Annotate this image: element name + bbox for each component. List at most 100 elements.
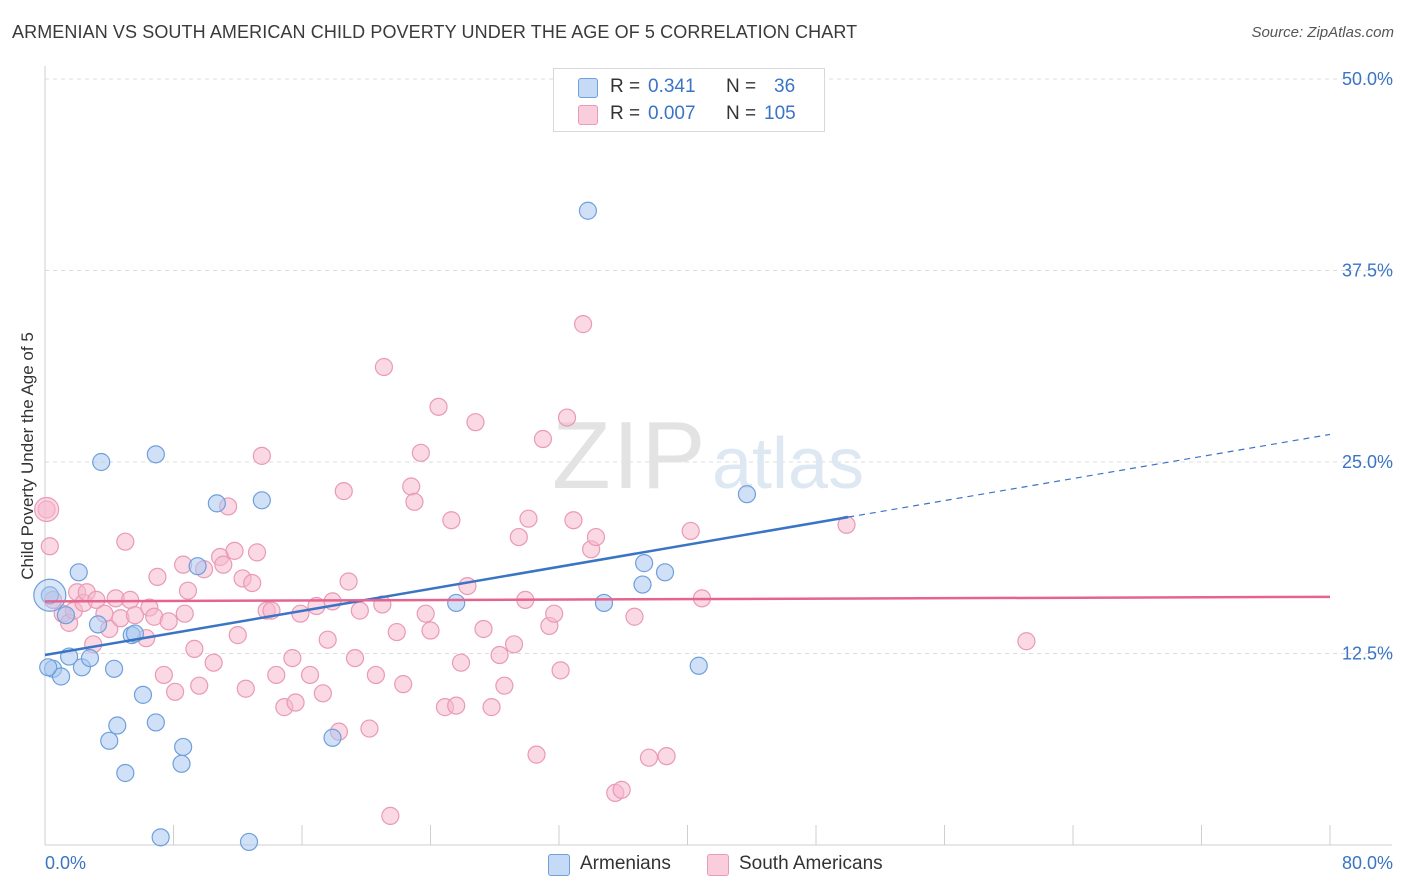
south-american-point: [204, 653, 223, 672]
bottom-legend-label: Armenians: [580, 853, 671, 874]
south-american-point: [190, 676, 209, 695]
south-american-point: [166, 682, 185, 701]
legend-r-label: R =: [610, 76, 641, 97]
grid-lines: [45, 78, 1392, 654]
south-american-point: [283, 648, 302, 668]
legend-n-value: 36: [774, 76, 796, 97]
south-american-point: [291, 604, 310, 623]
south-american-point: [545, 604, 564, 623]
chart-title: ARMENIAN VS SOUTH AMERICAN CHILD POVERTY…: [12, 22, 858, 42]
y-tick-label: 50.0%: [1342, 69, 1393, 89]
legend-r-label: R =: [610, 103, 641, 124]
armenian-point: [239, 832, 259, 852]
south-american-point: [252, 446, 271, 465]
south-american-point: [442, 511, 461, 530]
watermark: ZIP atlas: [552, 402, 864, 509]
bottom-swatch-armenians: [548, 854, 570, 876]
x-tick-label: 0.0%: [45, 853, 86, 873]
south-american-point: [639, 748, 659, 767]
armenian-point: [104, 659, 124, 678]
south-american-point: [339, 572, 358, 591]
south-american-point: [318, 630, 337, 649]
armenian-points: [33, 201, 757, 852]
armenian-point: [51, 667, 71, 686]
south-american-point: [681, 521, 700, 541]
legend-row-armenians: R = 0.341 N = 36: [554, 74, 824, 100]
south-american-point: [411, 443, 430, 462]
south-american-point: [225, 541, 244, 560]
south-american-point: [551, 661, 570, 680]
south-american-point: [228, 626, 247, 645]
south-american-point: [509, 527, 528, 547]
armenian-point: [689, 656, 708, 675]
south-american-point: [159, 612, 178, 631]
south-american-point: [178, 581, 198, 600]
armenian-point: [39, 658, 58, 677]
south-american-point: [154, 665, 173, 685]
armenian-point: [188, 557, 207, 576]
south-american-point: [243, 573, 262, 593]
south-american-point: [402, 477, 421, 496]
south-american-point: [350, 601, 369, 620]
south-american-point: [236, 679, 255, 698]
south-american-point: [495, 676, 514, 695]
south-american-point: [482, 698, 501, 717]
armenian-point: [655, 563, 675, 582]
south-american-point: [214, 555, 233, 574]
armenian-point: [69, 563, 88, 582]
south-american-trend-line: [44, 595, 1331, 603]
armenian-point: [323, 728, 342, 747]
legend-row-south-americans: R = 0.007 N = 105: [554, 101, 824, 127]
armenian-trend-line: [44, 515, 849, 657]
source-label: Source: ZipAtlas.com: [1251, 24, 1394, 41]
south-american-point: [360, 719, 379, 738]
armenian-point: [80, 648, 100, 668]
south-american-point: [374, 357, 394, 377]
correlation-legend: R = 0.341 N = 36 R = 0.007 N = 105: [553, 68, 825, 132]
legend-r-value: 0.341: [648, 76, 696, 97]
armenian-point: [88, 615, 108, 634]
south-american-point: [447, 696, 466, 715]
armenian-point: [92, 452, 111, 472]
armenian-point: [146, 445, 165, 464]
armenian-point: [633, 575, 652, 594]
south-american-point: [573, 315, 593, 334]
legend-n-label: N =: [726, 103, 757, 124]
south-american-point: [527, 745, 546, 764]
trend-lines: [44, 433, 1331, 657]
south-american-point: [451, 653, 471, 672]
south-american-point: [175, 604, 194, 623]
south-american-point: [40, 537, 59, 556]
south-american-point: [586, 527, 606, 547]
south-american-point: [405, 492, 424, 511]
south-american-point: [185, 639, 204, 659]
south-american-point: [1017, 632, 1036, 651]
south-american-point: [116, 532, 135, 551]
south-american-point: [504, 635, 524, 654]
y-tick-label: 37.5%: [1342, 261, 1393, 281]
armenian-point: [578, 201, 598, 220]
legend-swatch-south-americans: [578, 105, 598, 125]
y-axis-label: Child Poverty Under the Age of 5: [18, 332, 37, 580]
south-american-point: [421, 621, 440, 640]
armenian-point: [40, 586, 59, 605]
watermark-zip: ZIP: [552, 402, 707, 509]
armenian-point: [151, 828, 170, 847]
armenian-point: [635, 554, 654, 573]
south-american-point: [533, 429, 553, 449]
armenian-point: [33, 578, 67, 612]
armenian-trend-extension: [848, 433, 1331, 518]
armenian-point: [252, 491, 271, 510]
south-american-point: [125, 606, 145, 625]
y-axis-label-group: Child Poverty Under the Age of 5: [18, 332, 37, 580]
south-american-point: [87, 590, 106, 609]
south-american-point: [394, 675, 413, 694]
armenian-point: [172, 754, 191, 773]
south-american-point: [429, 397, 448, 416]
south-american-point: [612, 780, 631, 799]
south-american-point: [466, 413, 485, 432]
south-american-point: [286, 693, 305, 712]
axes: [44, 66, 1392, 846]
y-tick-label: 12.5%: [1342, 644, 1393, 664]
